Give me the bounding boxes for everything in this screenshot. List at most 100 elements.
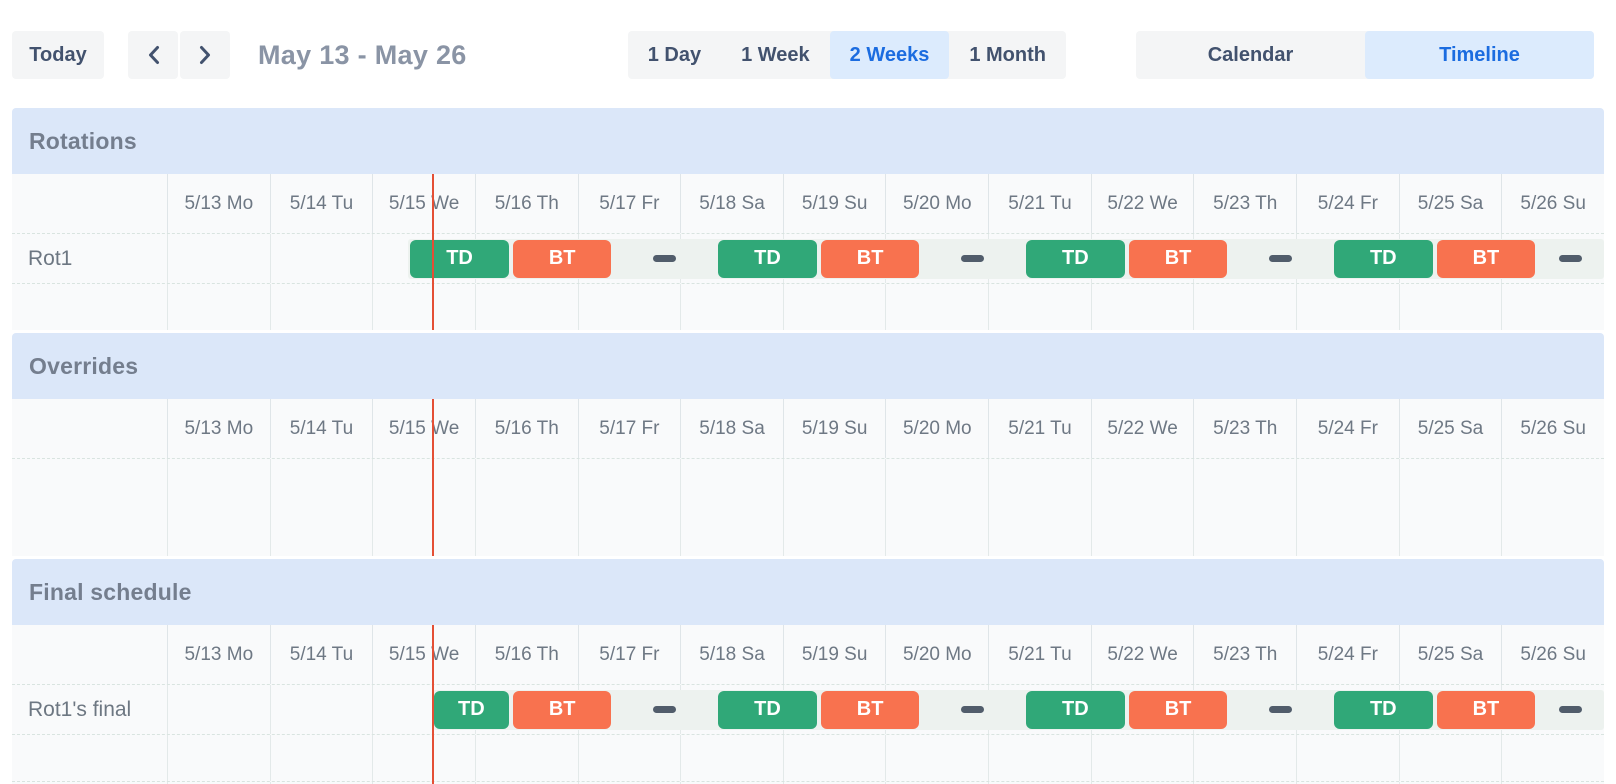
grid-cell: [167, 459, 270, 556]
grid-cell: [372, 234, 475, 283]
row-label: [12, 459, 167, 556]
no-on-call-dash-icon: [1559, 706, 1583, 713]
date-cell: 5/19 Su: [782, 399, 886, 458]
spacer-row: [12, 283, 1604, 330]
shift-block-td[interactable]: TD: [1333, 239, 1433, 278]
date-cell: 5/22 We: [1090, 399, 1194, 458]
today-button[interactable]: Today: [12, 31, 104, 79]
shift-block-bt[interactable]: BT: [512, 239, 612, 278]
date-cells: 5/13 Mo 5/14 Tu 5/15 We 5/16 Th 5/17 Fr 5/18 …: [167, 174, 1604, 233]
range-switcher: 1 Day 1 Week 2 Weeks 1 Month: [627, 31, 1066, 79]
grid-cell: [167, 782, 270, 784]
row-days: [167, 735, 1604, 781]
shift-block-td[interactable]: TD: [718, 690, 817, 729]
date-cell: 5/25 Sa: [1398, 399, 1502, 458]
grid-cell: [1090, 284, 1194, 330]
row-days: [167, 284, 1604, 330]
grid-cell: [1193, 782, 1296, 784]
grid-cell: [1501, 459, 1604, 556]
date-cell: 5/13 Mo: [167, 625, 270, 684]
next-button[interactable]: [180, 31, 230, 79]
date-cell: 5/24 Fr: [1296, 399, 1399, 458]
grid-cell: [474, 459, 578, 556]
section-body: 5/13 Mo 5/14 Tu 5/15 We 5/16 Th 5/17 Fr 5/18 …: [12, 625, 1604, 784]
shift-block-bt[interactable]: BT: [1128, 690, 1228, 729]
spacer-row: [12, 734, 1604, 781]
no-on-call-dash-icon: [1559, 255, 1583, 262]
grid-cell: [1296, 735, 1399, 781]
shift-block-td[interactable]: TD: [718, 239, 817, 278]
date-cell: 5/17 Fr: [577, 174, 681, 233]
schedule-row: Rot1's final TD BT TD BT TD BT TD BT: [12, 685, 1604, 734]
grid-cell: [372, 685, 475, 734]
date-cell: 5/21 Tu: [988, 174, 1091, 233]
shift-block-td[interactable]: TD: [410, 239, 509, 278]
range-option-1-week[interactable]: 1 Week: [721, 31, 830, 79]
range-option-1-month[interactable]: 1 Month: [949, 31, 1066, 79]
shift-block-td[interactable]: TD: [433, 690, 509, 729]
section-header: Rotations: [12, 108, 1604, 174]
grid-cell: [1398, 459, 1502, 556]
grid-cell: [269, 234, 373, 283]
date-row-spacer: [12, 174, 167, 233]
range-option-1-day[interactable]: 1 Day: [628, 31, 721, 79]
current-time-indicator: [431, 174, 434, 330]
shift-block-bt[interactable]: BT: [512, 690, 612, 729]
range-option-2-weeks[interactable]: 2 Weeks: [829, 31, 950, 79]
shift-block-td[interactable]: TD: [1026, 690, 1125, 729]
date-cell: 5/26 Su: [1501, 399, 1604, 458]
date-header-row: 5/13 Mo 5/14 Tu 5/15 We 5/16 Th 5/17 Fr 5/18 …: [12, 625, 1604, 685]
date-cell: 5/20 Mo: [885, 174, 988, 233]
shift-block-bt[interactable]: BT: [820, 239, 920, 278]
grid-cell: [680, 459, 783, 556]
section-final-schedule: Final schedule 5/13 Mo 5/14 Tu 5/15 We 5/16 …: [12, 559, 1604, 784]
view-option-calendar[interactable]: Calendar: [1136, 31, 1365, 79]
date-cell: 5/19 Su: [782, 625, 886, 684]
row-label: [12, 735, 167, 781]
grid-cell: [269, 685, 373, 734]
grid-cell: [782, 735, 886, 781]
shift-block-bt[interactable]: BT: [820, 690, 920, 729]
grid-cell: [269, 459, 373, 556]
date-cell: 5/18 Sa: [680, 174, 783, 233]
date-range-title: May 13 - May 26: [258, 39, 467, 70]
shift-block-bt[interactable]: BT: [1436, 239, 1536, 278]
shift-block-td[interactable]: TD: [1026, 239, 1125, 278]
date-cell: 5/16 Th: [474, 174, 578, 233]
grid-cell: [885, 735, 988, 781]
grid-cell: [167, 234, 270, 283]
grid-cell: [372, 735, 475, 781]
shift-block-bt[interactable]: BT: [1128, 239, 1228, 278]
date-cell: 5/15 We: [372, 625, 475, 684]
shift-block-td[interactable]: TD: [1333, 690, 1433, 729]
grid-cell: [269, 735, 373, 781]
grid-cell: [680, 782, 783, 784]
date-cell: 5/13 Mo: [167, 399, 270, 458]
prev-button[interactable]: [128, 31, 178, 79]
grid-cell: [782, 459, 886, 556]
grid-cell: [885, 459, 988, 556]
date-cell: 5/15 We: [372, 174, 475, 233]
no-on-call-gap: [921, 685, 1024, 734]
section-header: Final schedule: [12, 559, 1604, 625]
grid-cell: [1090, 735, 1194, 781]
date-cell: 5/14 Tu: [269, 399, 373, 458]
view-option-timeline[interactable]: Timeline: [1365, 31, 1594, 79]
date-header-row: 5/13 Mo 5/14 Tu 5/15 We 5/16 Th 5/17 Fr 5/18 …: [12, 174, 1604, 234]
grid-cell: [577, 782, 681, 784]
grid-cell: [1193, 459, 1296, 556]
grid-cell: [167, 735, 270, 781]
grid-cell: [577, 735, 681, 781]
grid-cell: [474, 735, 578, 781]
date-cell: 5/22 We: [1090, 625, 1194, 684]
date-cell: 5/13 Mo: [167, 174, 270, 233]
date-cell: 5/20 Mo: [885, 399, 988, 458]
grid-cell: [782, 284, 886, 330]
no-on-call-gap: [1229, 685, 1332, 734]
date-cell: 5/22 We: [1090, 174, 1194, 233]
chevron-left-icon: [148, 46, 159, 64]
shift-block-bt[interactable]: BT: [1436, 690, 1536, 729]
grid-cell: [1398, 735, 1502, 781]
schedule-row: Rot1 TD BT TD BT TD BT TD BT: [12, 234, 1604, 283]
date-cell: 5/20 Mo: [885, 625, 988, 684]
